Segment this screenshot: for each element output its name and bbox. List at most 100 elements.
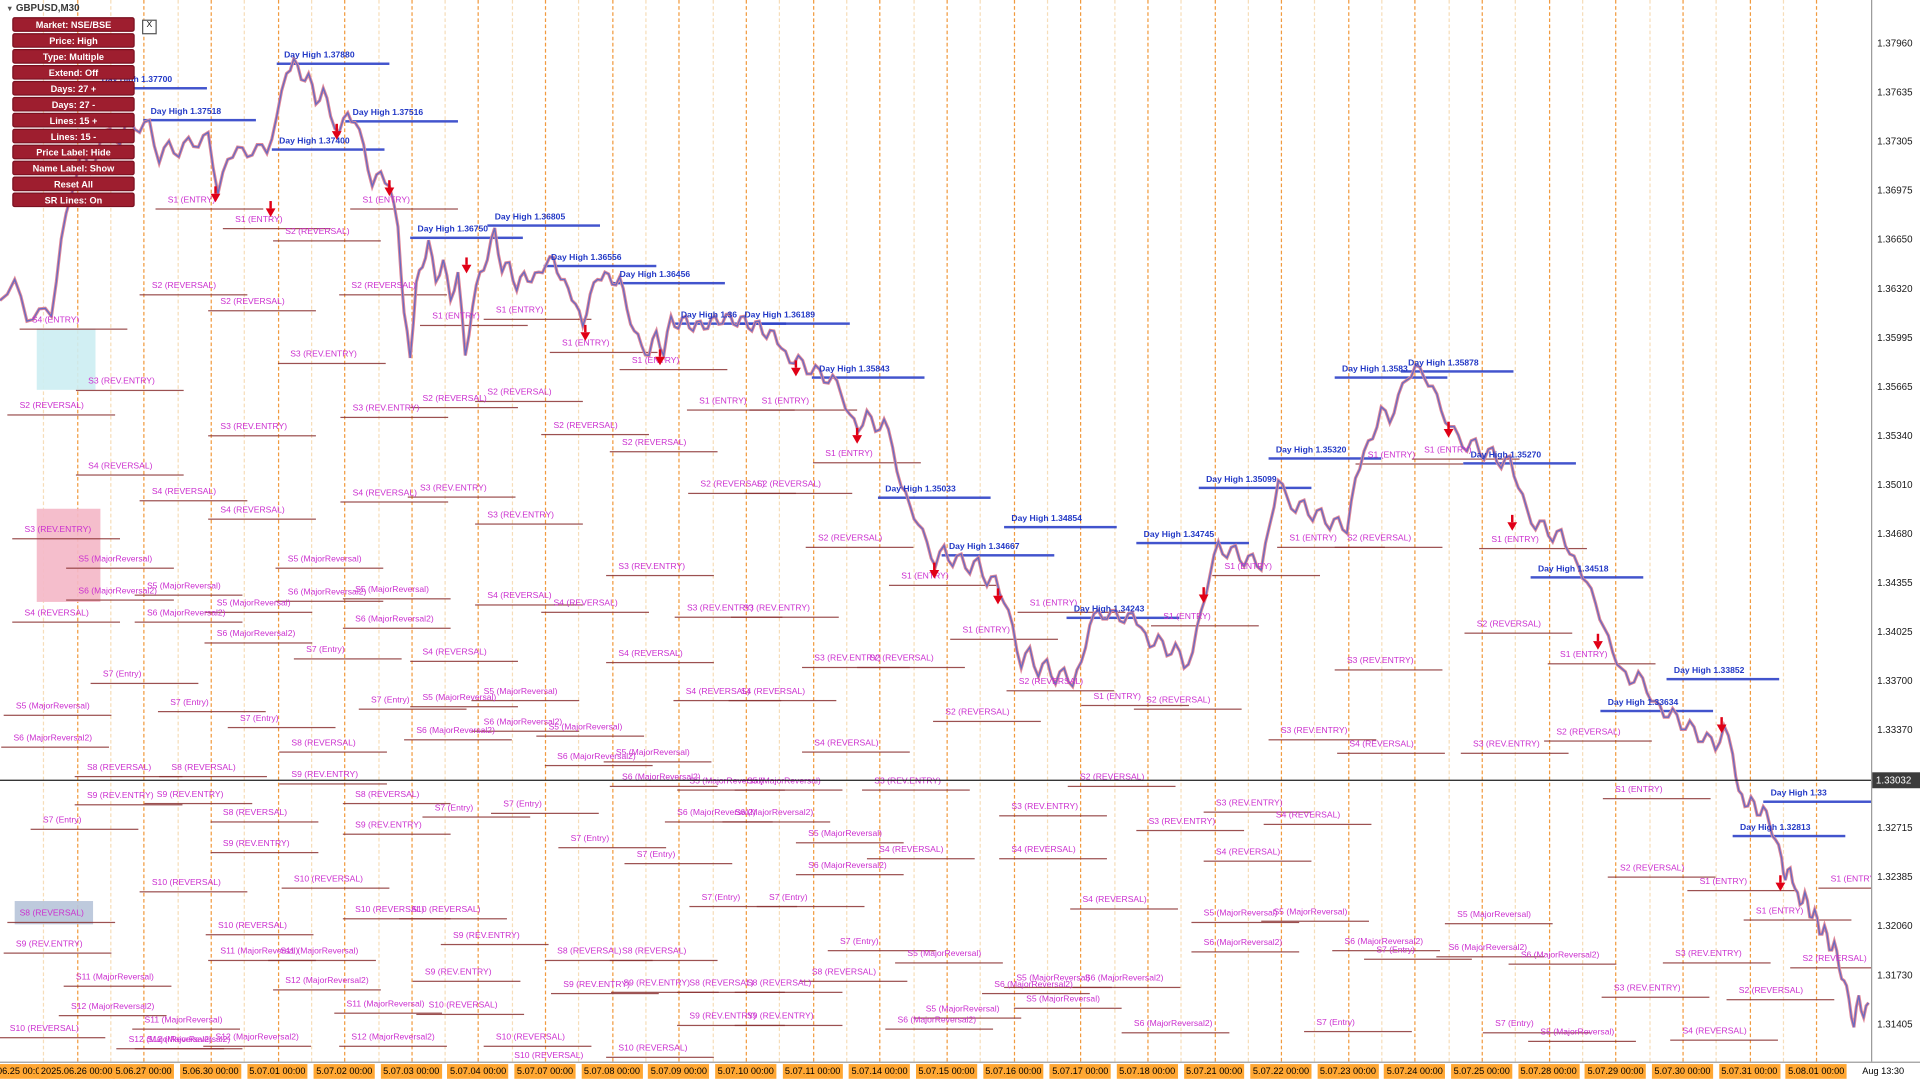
sr-label: S2 (REVERSAL) bbox=[1556, 728, 1621, 737]
intraday-separator-line bbox=[1180, 0, 1182, 1062]
sr-label: S2 (REVERSAL) bbox=[1802, 954, 1867, 964]
symbol-period-label: GBPUSD,M30 bbox=[15, 2, 80, 14]
panel-button-lines-15[interactable]: Lines: 15 - bbox=[12, 128, 135, 144]
sr-label: S9 (REV.ENTRY) bbox=[355, 821, 422, 830]
panel-button-sr-lines-on[interactable]: SR Lines: On bbox=[12, 192, 135, 208]
sr-level-line bbox=[210, 851, 319, 854]
sr-label: S10 (REVERSAL) bbox=[618, 1044, 688, 1054]
sr-level-line bbox=[756, 905, 865, 908]
sr-level-line bbox=[159, 775, 267, 778]
sr-label: S1 (ENTRY) bbox=[761, 397, 810, 406]
day-high-line bbox=[737, 322, 850, 325]
sr-label: S7 (Entry) bbox=[1316, 1018, 1355, 1028]
panel-button-days-27[interactable]: Days: 27 - bbox=[12, 96, 135, 112]
sr-label: S2 (REVERSAL) bbox=[869, 654, 934, 664]
day-high-label: Day High 1.34745 bbox=[1143, 530, 1215, 540]
sr-label: S1 (ENTRY) bbox=[432, 312, 480, 322]
arrow-head bbox=[265, 208, 276, 217]
time-axis-label: 5.07.16 00:00 bbox=[982, 1064, 1044, 1079]
price-line-halo bbox=[0, 54, 1870, 1028]
sr-label: S1 (ENTRY) bbox=[1615, 785, 1663, 795]
sr-level-line bbox=[1191, 921, 1300, 924]
arrow-stem bbox=[933, 562, 936, 571]
panel-close-button[interactable]: X bbox=[142, 19, 157, 35]
sr-label: S2 (REVERSAL) bbox=[1079, 773, 1145, 783]
sr-label: S10 (REVERSAL) bbox=[495, 1033, 566, 1042]
sr-level-line bbox=[1601, 996, 1710, 998]
day-separator-line bbox=[1682, 0, 1684, 1062]
sr-label: S9 (REV.ENTRY) bbox=[156, 790, 224, 800]
sr-level-line bbox=[1337, 752, 1445, 754]
day-high-label: Day High 1.33852 bbox=[1673, 666, 1745, 676]
panel-button-type-multiple[interactable]: Type: Multiple bbox=[12, 49, 135, 64]
panel-button-price-label-hide[interactable]: Price Label: Hide bbox=[12, 144, 135, 160]
time-axis-label: 5.07.07 00:00 bbox=[514, 1064, 576, 1079]
sr-level-line bbox=[1364, 958, 1472, 960]
price-tick-label: 1.36650 bbox=[1877, 234, 1913, 246]
sr-level-line bbox=[210, 821, 319, 823]
day-separator-line bbox=[411, 0, 413, 1062]
sr-label: S6 (MajorReversal2) bbox=[994, 980, 1073, 990]
price-tick-label: 1.37635 bbox=[1877, 87, 1913, 99]
sr-label: S6 (MajorReversal2) bbox=[416, 726, 495, 736]
sr-label: S2 (REVERSAL) bbox=[351, 281, 416, 291]
highlight-box bbox=[36, 328, 96, 390]
price-tick-label: 1.37305 bbox=[1877, 136, 1913, 148]
panel-button-days-27[interactable]: Days: 27 + bbox=[12, 80, 135, 96]
current-price-tag: 1.33032 bbox=[1872, 772, 1920, 789]
sr-level-line bbox=[1607, 876, 1716, 878]
price-axis[interactable]: 1.33032 1.37960 1.37635 1.37305 1.36975 1.36… bbox=[1871, 0, 1920, 1062]
panel-button-name-label-show[interactable]: Name Label: Show bbox=[12, 160, 135, 176]
day-high-label: Day High 1.33 bbox=[1770, 789, 1827, 799]
sr-label: S8 (REVERSAL) bbox=[557, 947, 622, 957]
arrow-head bbox=[384, 187, 395, 197]
intraday-separator-line bbox=[1247, 0, 1249, 1062]
sr-level-line bbox=[1790, 967, 1872, 969]
sr-level-line bbox=[7, 414, 116, 416]
panel-button-list: Market: NSE/BSE Price: High Type: Multiple… bbox=[12, 17, 139, 208]
sr-level-line bbox=[66, 567, 174, 569]
sr-label: S6 (MajorReversal2) bbox=[1203, 939, 1283, 948]
sr-label: S3 (REV.ENTRY) bbox=[874, 777, 941, 786]
time-axis-label: 2025.06.26 00:00 bbox=[38, 1064, 115, 1079]
arrow-head bbox=[1775, 882, 1786, 892]
sr-label: S3 (REV.ENTRY) bbox=[1675, 950, 1742, 959]
sr-level-line bbox=[609, 785, 718, 788]
arrow-stem bbox=[1202, 587, 1205, 595]
sr-level-line bbox=[677, 991, 785, 993]
time-axis-label: 5.07.14 00:00 bbox=[849, 1064, 911, 1079]
sr-label: S4 (REVERSAL) bbox=[487, 592, 552, 601]
sr-level-line bbox=[334, 1012, 443, 1014]
sr-label: S4 (REVERSAL) bbox=[352, 489, 417, 498]
time-axis-label: 5.07.17 00:00 bbox=[1049, 1064, 1111, 1079]
sr-level-line bbox=[688, 492, 796, 495]
day-high-line bbox=[1530, 576, 1644, 579]
panel-button-reset-all[interactable]: Reset All bbox=[12, 176, 135, 192]
time-axis-label: 5.06.30 00:00 bbox=[179, 1064, 242, 1079]
panel-button-market-nse-bse[interactable]: Market: NSE/BSE bbox=[12, 17, 135, 32]
day-separator-line bbox=[1481, 0, 1483, 1062]
sell-signal-arrow bbox=[655, 349, 665, 366]
sr-level-line bbox=[1508, 963, 1617, 965]
sr-level-line bbox=[410, 706, 518, 708]
day-high-line bbox=[410, 236, 523, 240]
panel-button-price-high[interactable]: Price: High bbox=[12, 33, 135, 48]
intraday-separator-line bbox=[1782, 0, 1785, 1062]
day-high-label: Day High 1.35099 bbox=[1206, 475, 1277, 485]
day-high-line bbox=[1463, 462, 1576, 465]
sr-level-line bbox=[483, 318, 592, 320]
arrow-head bbox=[655, 356, 665, 366]
price-tick-label: 1.35665 bbox=[1877, 381, 1913, 393]
time-axis-label: 5.07.08 00:00 bbox=[581, 1064, 643, 1079]
day-separator-line bbox=[1816, 0, 1818, 1062]
panel-button-extend-off[interactable]: Extend: Off bbox=[12, 64, 135, 80]
sr-label: S5 (MajorReversal) bbox=[1026, 995, 1100, 1004]
sr-label: S3 (REV.ENTRY) bbox=[88, 377, 155, 387]
chart-canvas[interactable]: S4 (ENTRY) S2 (REVERSAL) S3 (REV.ENTRY) S4 … bbox=[0, 0, 1872, 1062]
time-axis-label: 5.07.03 00:00 bbox=[380, 1064, 442, 1079]
sr-level-line bbox=[0, 1037, 106, 1039]
sr-label: S6 (MajorReversal2) bbox=[483, 718, 563, 727]
sr-level-line bbox=[7, 921, 116, 924]
panel-button-lines-15[interactable]: Lines: 15 + bbox=[12, 112, 135, 128]
